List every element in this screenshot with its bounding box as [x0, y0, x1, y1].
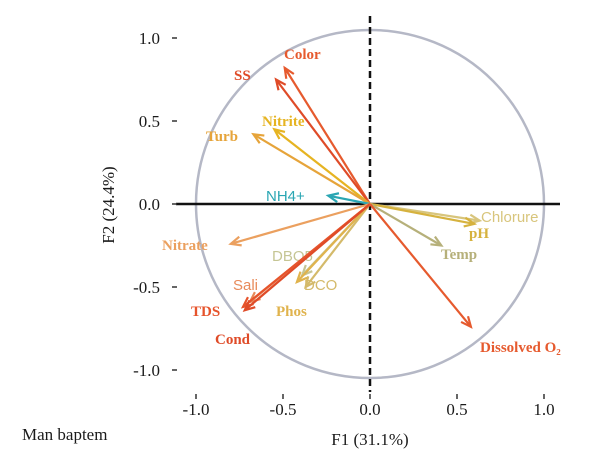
y-tick-label: -0.5 [133, 278, 160, 297]
arrowhead-icon [325, 192, 340, 203]
vector-line [296, 203, 371, 283]
loading-vector: DCO [303, 203, 371, 294]
arrowhead-icon [463, 216, 478, 228]
vector-label: TDS [191, 304, 220, 320]
vector-label: Nitrate [162, 238, 208, 254]
x-tick-group: -1.0 -0.5 0.0 0.5 1.0 [183, 394, 555, 419]
vector-label: Sali [233, 277, 258, 294]
y-tick-group: 1.0 0.5 0.0 -0.5 -1.0 [133, 29, 177, 380]
arrowhead-icon [272, 127, 286, 140]
x-tick-label: 0.5 [446, 400, 467, 419]
y-tick-label: -1.0 [133, 361, 160, 380]
y-tick-label: 0.0 [139, 195, 160, 214]
loading-vectors: ColorSSNitriteTurbNH4+NitrateDBO5DCOPhos… [162, 47, 561, 356]
loading-vector: NH4+ [266, 188, 371, 206]
arrowhead-icon [228, 235, 242, 247]
loading-vector: Nitrate [162, 202, 371, 254]
arrowhead-icon [460, 315, 473, 329]
vector-label: Chlorure [481, 209, 539, 226]
loading-vector: Turb [206, 129, 371, 205]
y-tick-label: 0.5 [139, 112, 160, 131]
loading-vector: pH [369, 202, 489, 242]
loading-vector: Phos [276, 203, 371, 320]
vector-label: Phos [276, 304, 307, 320]
vector-label: Color [284, 47, 321, 63]
vector-line [252, 133, 371, 205]
vector-label: Nitrite [262, 114, 305, 130]
vector-line [275, 78, 371, 205]
vector-label: Temp [441, 247, 477, 263]
vector-line [328, 194, 371, 206]
vector-line [273, 128, 371, 205]
arrowhead-icon [295, 271, 308, 284]
arrowhead-icon [303, 276, 316, 290]
loading-vector: Cond [215, 203, 371, 348]
y-axis-title: F2 (24.4%) [99, 166, 118, 243]
y-tick-label: 1.0 [139, 29, 160, 48]
loading-vector: Nitrite [262, 114, 371, 205]
vector-label: pH [469, 226, 489, 242]
vector-label: SS [234, 68, 251, 84]
x-tick-label: 1.0 [533, 400, 554, 419]
vector-label: NH4+ [266, 188, 305, 205]
vector-label: Cond [215, 332, 251, 348]
vector-line [230, 202, 371, 245]
x-axis-title: F1 (31.1%) [331, 430, 408, 449]
loading-vector: Chlorure [369, 202, 539, 226]
x-tick-label: -0.5 [270, 400, 297, 419]
vector-line [283, 67, 371, 205]
arrowhead-icon [430, 235, 444, 247]
arrowhead-icon [274, 77, 287, 91]
arrowhead-icon [283, 65, 295, 79]
loading-vector: SS [234, 68, 371, 205]
vector-line [244, 203, 371, 312]
vector-line [304, 203, 371, 288]
x-tick-label: -1.0 [183, 400, 210, 419]
caption: Man baptem [22, 425, 108, 444]
loading-vector: Temp [369, 203, 477, 263]
loading-vector: Color [283, 47, 371, 205]
vector-line [369, 202, 475, 226]
vector-line [369, 203, 442, 247]
loading-vector: Dissolved O₂ [369, 203, 561, 356]
vector-label: DCO [304, 277, 337, 294]
vector-label: Turb [206, 129, 238, 145]
x-tick-label: 0.0 [359, 400, 380, 419]
vector-line [369, 203, 472, 328]
arrowhead-icon [242, 299, 256, 312]
vector-label: Dissolved O₂ [480, 340, 561, 356]
arrowhead-icon [251, 132, 265, 144]
